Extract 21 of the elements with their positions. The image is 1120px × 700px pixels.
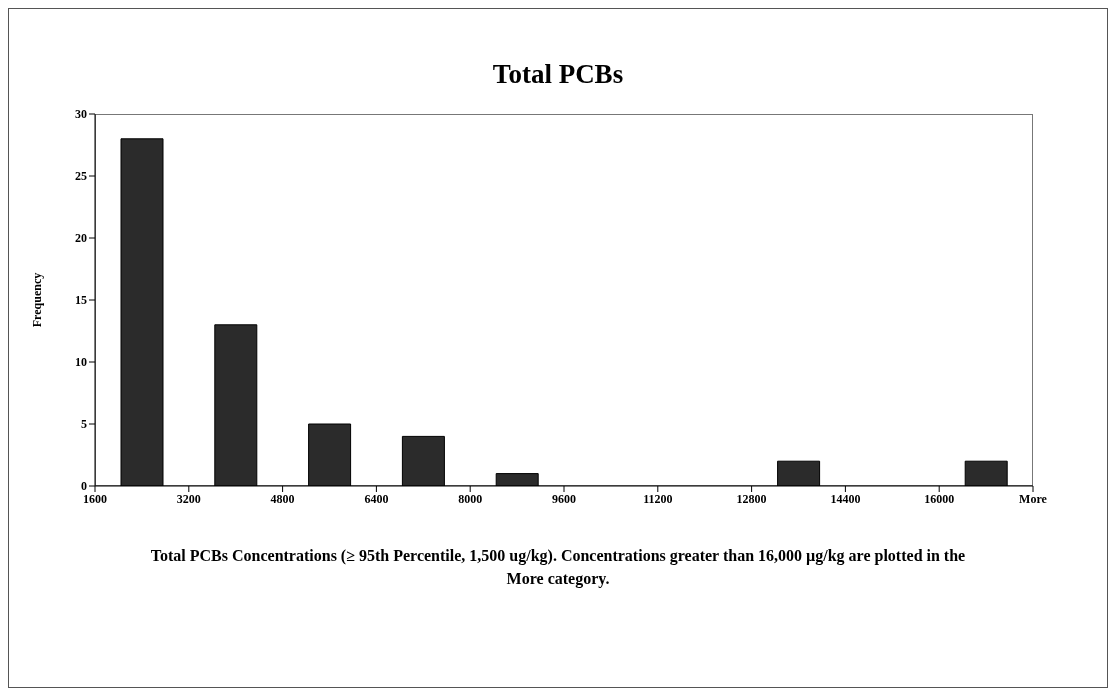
x-tick-label: 4800	[270, 491, 295, 506]
y-tick-label: 25	[75, 169, 87, 184]
y-tick-label: 30	[75, 107, 87, 122]
chart-title: Total PCBs	[491, 59, 625, 90]
x-tick-label: More	[1019, 491, 1048, 506]
x-tick-label: 8000	[458, 491, 483, 506]
x-tick-label: 9600	[552, 491, 576, 506]
y-axis-title: Frequency	[30, 272, 45, 328]
y-tick-label: 20	[75, 231, 87, 246]
x-tick-label: 6400	[364, 491, 389, 506]
x-tick-label: 11200	[643, 491, 673, 506]
x-tick-label: 14400	[830, 491, 861, 506]
x-tick-label: 1600	[83, 491, 107, 506]
x-tick-label: 12800	[736, 491, 767, 506]
x-tick-label: 16000	[924, 491, 955, 506]
x-tick-label: 3200	[176, 491, 201, 506]
y-tick-label: 10	[75, 355, 87, 370]
y-tick-label: 15	[75, 293, 87, 308]
y-tick-label: 5	[81, 417, 87, 432]
y-tick-label: 0	[81, 479, 87, 494]
text: Total PCBs Concentrations (≥ 95th Percentile, 1,500 ug/kg). Concentrations greater than 16,000 µg/kg are plotted in the More category.	[149, 546, 967, 590]
